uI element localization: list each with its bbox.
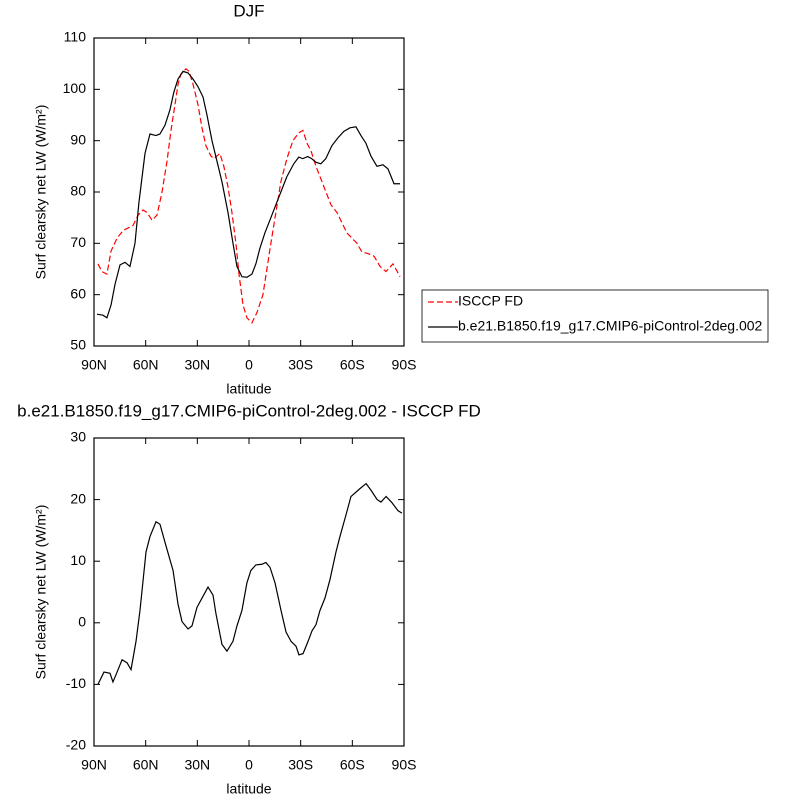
y-tick-label: 10	[70, 552, 86, 568]
data-line	[97, 67, 401, 324]
plot-frame	[93, 437, 405, 747]
y-tick-label: -20	[66, 737, 86, 753]
legend-label: ISCCP FD	[458, 293, 523, 309]
y-tick-label: 90	[70, 131, 86, 147]
y-tick-label: 100	[63, 80, 87, 96]
x-axis-label: latitude	[226, 781, 271, 797]
y-tick-label: -10	[66, 675, 86, 691]
x-tick-label: 90N	[81, 757, 107, 773]
legend-label: b.e21.B1850.f19_g17.CMIP6-piControl-2deg…	[458, 318, 763, 334]
chart-title: b.e21.B1850.f19_g17.CMIP6-piControl-2deg…	[17, 401, 481, 420]
x-tick-label: 30S	[288, 757, 313, 773]
legend-box	[421, 289, 769, 343]
x-tick-label: 60N	[133, 357, 159, 373]
x-tick-label: 90N	[81, 357, 107, 373]
y-axis-label: Surf clearsky net LW (W/m²)	[33, 505, 49, 680]
y-tick-label: 70	[70, 234, 86, 250]
chart-title: DJF	[233, 1, 264, 20]
x-tick-label: 30S	[288, 357, 313, 373]
x-tick-label: 60S	[340, 757, 365, 773]
x-tick-label: 90S	[392, 757, 417, 773]
x-axis-label: latitude	[226, 381, 271, 397]
data-line	[97, 482, 403, 685]
y-tick-label: 20	[70, 490, 86, 506]
x-tick-label: 0	[245, 357, 253, 373]
y-tick-label: 110	[64, 29, 87, 45]
plot-frame	[93, 37, 405, 347]
x-tick-label: 90S	[392, 357, 417, 373]
y-axis-label: Surf clearsky net LW (W/m²)	[33, 105, 49, 280]
x-tick-label: 60N	[133, 757, 159, 773]
y-tick-label: 30	[70, 429, 86, 445]
y-tick-label: 50	[70, 337, 86, 353]
x-tick-label: 30N	[184, 357, 210, 373]
y-tick-label: 60	[70, 285, 86, 301]
data-line	[96, 70, 401, 319]
y-tick-label: 80	[70, 183, 86, 199]
x-tick-label: 30N	[184, 757, 210, 773]
x-tick-label: 0	[245, 757, 253, 773]
y-tick-label: 0	[78, 614, 86, 630]
x-tick-label: 60S	[340, 357, 365, 373]
